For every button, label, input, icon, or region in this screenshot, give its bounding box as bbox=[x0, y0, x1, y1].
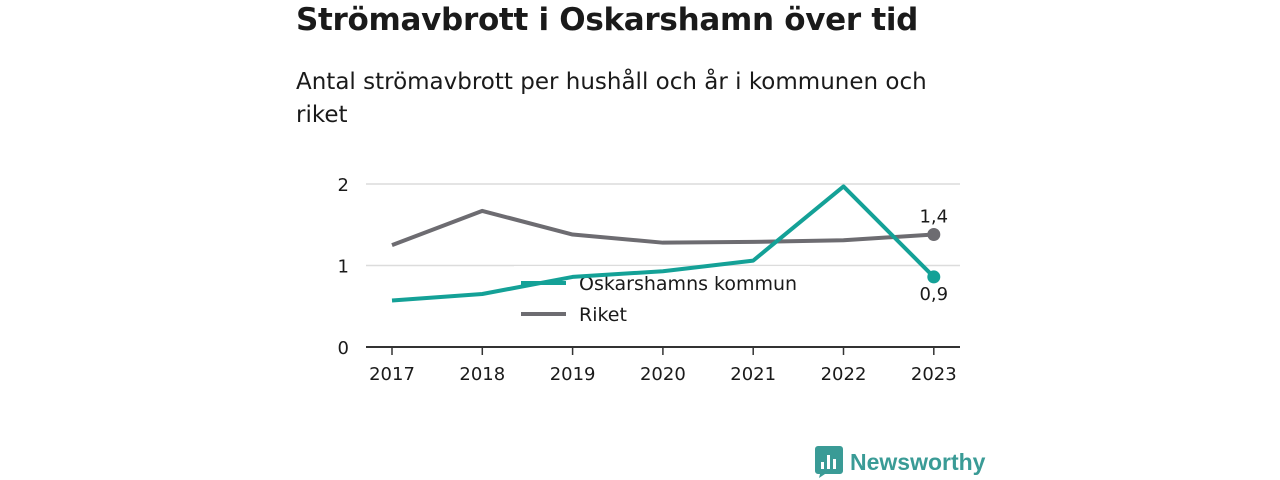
y-tick-label: 1 bbox=[338, 257, 349, 278]
y-tick-labels: 0 1 2 bbox=[338, 175, 349, 359]
riket-end-point bbox=[927, 228, 941, 242]
y-tick-label: 2 bbox=[338, 175, 349, 196]
y-tick-label: 0 bbox=[338, 338, 349, 359]
x-tick-label: 2018 bbox=[459, 364, 505, 385]
chart-title: Strömavbrott i Oskarshamn över tid bbox=[296, 2, 919, 38]
x-tick-label: 2023 bbox=[911, 364, 957, 385]
legend-label: Oskarshamns kommun bbox=[579, 273, 797, 295]
riket-end-label: 1,4 bbox=[919, 207, 948, 228]
x-tick-label: 2021 bbox=[730, 364, 776, 385]
oskarshamns-kommun-end-point bbox=[927, 270, 941, 284]
legend: Oskarshamns kommun Riket bbox=[514, 266, 810, 332]
oskarshamns-kommun-line bbox=[391, 184, 936, 303]
brand-name: Newsworthy bbox=[850, 448, 986, 475]
x-tick-label: 2022 bbox=[821, 364, 867, 385]
x-axis: 2017 2018 2019 2020 2021 2022 2023 bbox=[366, 346, 960, 385]
newsworthy-logo: Newsworthy bbox=[815, 446, 985, 478]
x-tick-label: 2017 bbox=[369, 364, 415, 385]
end-labels: 1,4 0,9 bbox=[919, 207, 948, 305]
series-oskarshamns-kommun bbox=[391, 184, 941, 303]
riket-line bbox=[391, 208, 934, 247]
bar-chart-badge-icon bbox=[815, 446, 843, 478]
legend-label: Riket bbox=[579, 304, 627, 326]
grid-lines bbox=[366, 183, 960, 267]
series-riket bbox=[391, 208, 941, 247]
oskarshamns-kommun-end-label: 0,9 bbox=[919, 284, 948, 305]
chart-subtitle: Antal strömavbrott per hushåll och år i … bbox=[296, 69, 927, 128]
x-tick-label: 2019 bbox=[550, 364, 596, 385]
x-tick-label: 2020 bbox=[640, 364, 686, 385]
